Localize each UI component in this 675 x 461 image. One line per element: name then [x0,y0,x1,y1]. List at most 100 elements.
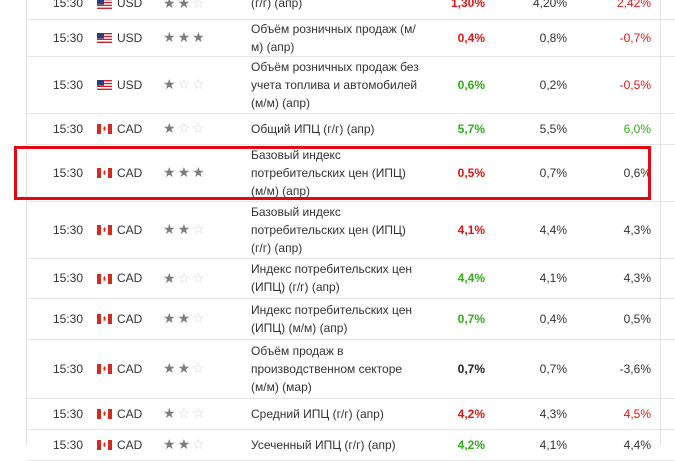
star-empty-icon: ☆ [192,360,207,376]
forecast-value: 0,7% [485,144,567,202]
event-name-link[interactable]: Средний ИПЦ (г/г) (апр) [251,398,425,430]
forecast-value: 4,4% [485,201,567,259]
star-filled-icon: ★ [163,310,178,326]
forecast-value: 4,1% [485,258,567,299]
calendar-row[interactable]: 15:30 CAD ★★★ Базовый индекс потребительски… [27,144,675,202]
importance-stars: ★★☆ [163,201,251,259]
calendar-row[interactable]: 15:30 USD ★★★ Объём розничных продаж (м/м) … [27,19,675,57]
calendar-row[interactable]: 15:30 USD ★☆☆ Объём розничных продаж без уч… [27,56,675,114]
actual-value-text: 0,6% [457,77,485,92]
us-flag-icon [97,0,112,10]
calendar-row[interactable]: 15:30 CAD ★★☆ Базовый индекс потребительски… [27,201,675,259]
canada-flag-icon [97,124,112,135]
canada-flag-icon [97,440,112,451]
event-time: 15:30 [27,258,97,299]
previous-value: 6,0% [567,113,675,145]
star-filled-icon: ★ [163,360,178,376]
previous-value-text: 4,3% [623,271,651,285]
event-name-link[interactable]: Общий ИПЦ (г/г) (апр) [251,113,425,145]
forecast-value: 4,3% [485,398,567,430]
currency-code: CAD [117,339,163,399]
star-filled-icon: ★ [192,29,207,45]
country-flag-cell [97,201,117,259]
importance-stars: ★☆☆ [163,113,251,145]
star-filled-icon: ★ [177,436,193,452]
us-flag-icon [97,80,112,91]
star-empty-icon: ☆ [192,405,207,421]
canada-flag-icon [97,364,112,375]
star-filled-icon: ★ [163,120,178,136]
economic-calendar-panel: 15:30 USD ★★☆ (г/г) (апр) 1,30% 4,20% 2,42% 15:… [26,0,675,461]
forecast-value: 4,20% [485,0,567,20]
previous-value: 0,6% [567,144,675,202]
importance-stars: ★★☆ [163,339,251,399]
currency-code: USD [117,19,163,57]
importance-stars: ★☆☆ [163,398,251,430]
star-filled-icon: ★ [163,76,178,92]
actual-value-text: 4,4% [457,271,485,285]
previous-value: 4,3% [567,258,675,299]
calendar-row[interactable]: 15:30 CAD ★☆☆ Средний ИПЦ (г/г) (апр) 4,2% 4,… [27,398,675,430]
event-name-link[interactable]: (г/г) (апр) [251,0,425,20]
actual-value: 4,1% [425,201,485,259]
forecast-value: 0,4% [485,298,567,340]
star-filled-icon: ★ [192,164,207,180]
event-time: 15:30 [27,298,97,340]
previous-value-text: 0,6% [623,165,651,180]
actual-value: 5,7% [425,113,485,145]
actual-value: 0,6% [425,56,485,114]
star-empty-icon: ☆ [192,269,207,286]
star-filled-icon: ★ [177,29,193,45]
currency-code: CAD [117,201,163,259]
calendar-row[interactable]: 15:30 CAD ★☆☆ Общий ИПЦ (г/г) (апр) 5,7% 5,5%… [27,113,675,145]
event-name-link[interactable]: Индекс потребительских цен (ИПЦ) (г/г) (… [251,258,425,299]
forecast-value: 5,5% [485,113,567,145]
star-filled-icon: ★ [177,310,193,326]
actual-value-text: 0,7% [457,311,485,326]
event-name-link[interactable]: Объём розничных продаж без учета топлива… [251,56,425,114]
forecast-value: 0,7% [485,339,567,399]
country-flag-cell [97,298,117,340]
importance-stars: ★☆☆ [163,258,251,299]
actual-value: 0,5% [425,144,485,202]
currency-code: USD [117,0,163,20]
canada-flag-icon [97,314,112,325]
actual-value: 0,7% [425,339,485,399]
currency-code: CAD [117,398,163,430]
event-name-link[interactable]: Базовый индекс потребительских цен (ИПЦ)… [251,201,425,259]
forecast-value: 0,2% [485,56,567,114]
canada-flag-icon [97,168,112,179]
calendar-row[interactable]: 15:30 CAD ★★☆ Индекс потребительских цен (И… [27,298,675,340]
star-filled-icon: ★ [177,164,193,180]
importance-stars: ★☆☆ [163,56,251,114]
previous-value-text: 6,0% [623,121,651,136]
event-time: 15:30 [27,398,97,430]
actual-value-text: 4,2% [457,406,485,421]
calendar-row[interactable]: 15:30 CAD ★★☆ Объём продаж в производственн… [27,339,675,399]
previous-value-text: -0,7% [619,30,651,45]
star-empty-icon: ☆ [177,120,193,136]
event-name-link[interactable]: Объём розничных продаж (м/м) (апр) [251,19,425,57]
actual-value: 4,4% [425,258,485,299]
star-empty-icon: ☆ [192,436,207,452]
previous-value: 2,42% [567,0,675,20]
currency-code: CAD [117,113,163,145]
event-name-link[interactable]: Объём продаж в производственном секторе … [251,339,425,399]
actual-value-text: 4,1% [457,222,485,237]
actual-value-text: 0,7% [457,361,485,376]
star-empty-icon: ☆ [192,310,207,326]
calendar-row[interactable]: 15:30 CAD ★☆☆ Индекс потребительских цен (И… [27,258,675,299]
calendar-row[interactable]: 15:30 USD ★★☆ (г/г) (апр) 1,30% 4,20% 2,42% [27,0,675,20]
star-filled-icon: ★ [177,0,193,11]
event-name-link[interactable]: Базовый индекс потребительских цен (ИПЦ)… [251,144,425,202]
previous-value: 4,5% [567,398,675,430]
star-empty-icon: ☆ [192,0,207,11]
previous-value: 0,5% [567,298,675,340]
canada-flag-icon [97,409,112,420]
event-name-link[interactable]: Индекс потребительских цен (ИПЦ) (м/м) (… [251,298,425,340]
star-filled-icon: ★ [163,405,178,421]
canada-flag-icon [97,273,112,284]
event-time: 15:30 [27,56,97,114]
event-time: 15:30 [27,201,97,259]
event-time: 15:30 [27,19,97,57]
